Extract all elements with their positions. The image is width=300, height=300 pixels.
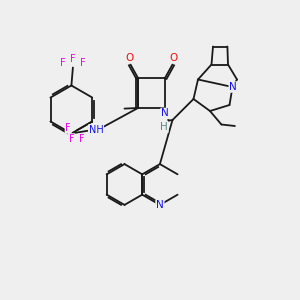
Text: H: H bbox=[160, 122, 168, 132]
Text: F: F bbox=[70, 54, 76, 64]
Text: F: F bbox=[61, 58, 66, 68]
Text: N: N bbox=[161, 108, 169, 118]
Text: F: F bbox=[80, 58, 86, 68]
Text: N: N bbox=[156, 200, 164, 210]
Text: N: N bbox=[229, 82, 237, 92]
Text: F: F bbox=[79, 134, 84, 144]
Text: F: F bbox=[65, 123, 71, 133]
Text: NH: NH bbox=[88, 125, 104, 135]
Text: F: F bbox=[69, 134, 75, 144]
Text: O: O bbox=[169, 53, 177, 63]
Text: O: O bbox=[126, 53, 134, 63]
